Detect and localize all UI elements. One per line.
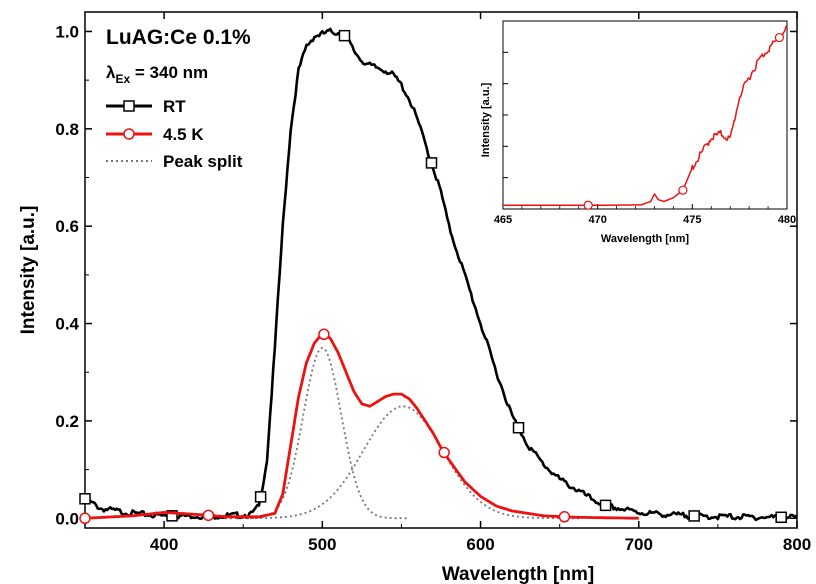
x-tick-label: 800 [783, 535, 811, 554]
inset-x-tick-label: 475 [683, 214, 701, 226]
lowtemp-series-marker [439, 448, 449, 458]
lowtemp-series-marker [319, 329, 329, 339]
rt-series-marker [80, 494, 90, 504]
inset-plot-area [503, 21, 787, 209]
inset-series-marker [775, 34, 783, 42]
lowtemp-series-marker [203, 510, 213, 520]
rt-series-marker [689, 511, 699, 521]
legend: LuAG:Ce 0.1% λEx = 340 nm RT 4.5 K Peak … [106, 26, 251, 171]
legend-marker-4-5k [124, 129, 134, 139]
legend-marker-rt [124, 101, 134, 111]
legend-label-rt: RT [163, 97, 186, 116]
rt-series-marker [256, 492, 266, 502]
y-axis-label: Intensity [a.u.] [18, 206, 39, 335]
y-tick-label: 0.6 [55, 217, 79, 236]
inset-series-marker [679, 186, 687, 194]
excitation-wavelength-label: λEx = 340 nm [106, 63, 208, 86]
y-tick-label: 1.0 [55, 22, 79, 41]
legend-entry-peak-split: Peak split [106, 152, 243, 171]
rt-series-marker [514, 423, 524, 433]
lowtemp-series-line [85, 333, 639, 518]
x-tick-label: 400 [150, 535, 178, 554]
x-tick-label: 500 [308, 535, 336, 554]
inset-x-tick-label: 470 [588, 214, 606, 226]
inset-plot-frame [503, 21, 787, 209]
y-tick-label: 0.4 [55, 315, 79, 334]
legend-label-peak-split: Peak split [163, 152, 243, 171]
legend-entry-rt: RT [106, 97, 186, 116]
inset-plot: 465 470 475 480 Wavelength [nm] Intensity [… [480, 21, 796, 245]
inset-y-axis-label: Intensity [a.u.] [480, 82, 492, 157]
rt-series-marker [427, 158, 437, 168]
inset-x-tick-label: 465 [494, 214, 512, 226]
rt-series-marker [601, 500, 611, 510]
inset-x-axis-label: Wavelength [nm] [601, 233, 690, 245]
rt-series-marker [339, 31, 349, 41]
lowtemp-series-marker [80, 513, 90, 523]
x-axis-label: Wavelength [nm] [442, 564, 594, 584]
excitation-subscript: Ex [115, 72, 130, 86]
y-tick-label: 0.0 [55, 509, 79, 528]
excitation-value: = 340 nm [130, 63, 208, 82]
inset-series-marker [584, 201, 592, 209]
legend-entry-4-5k: 4.5 K [106, 125, 204, 144]
lowtemp-series-marker [559, 512, 569, 522]
chart-title: LuAG:Ce 0.1% [106, 26, 251, 49]
y-tick-label: 0.2 [55, 412, 79, 431]
legend-label-4-5k: 4.5 K [163, 125, 204, 144]
x-tick-label: 700 [625, 535, 653, 554]
inset-x-tick-label: 480 [778, 214, 796, 226]
rt-series-marker [776, 512, 786, 522]
x-tick-label: 600 [466, 535, 494, 554]
y-tick-label: 0.8 [55, 120, 79, 139]
